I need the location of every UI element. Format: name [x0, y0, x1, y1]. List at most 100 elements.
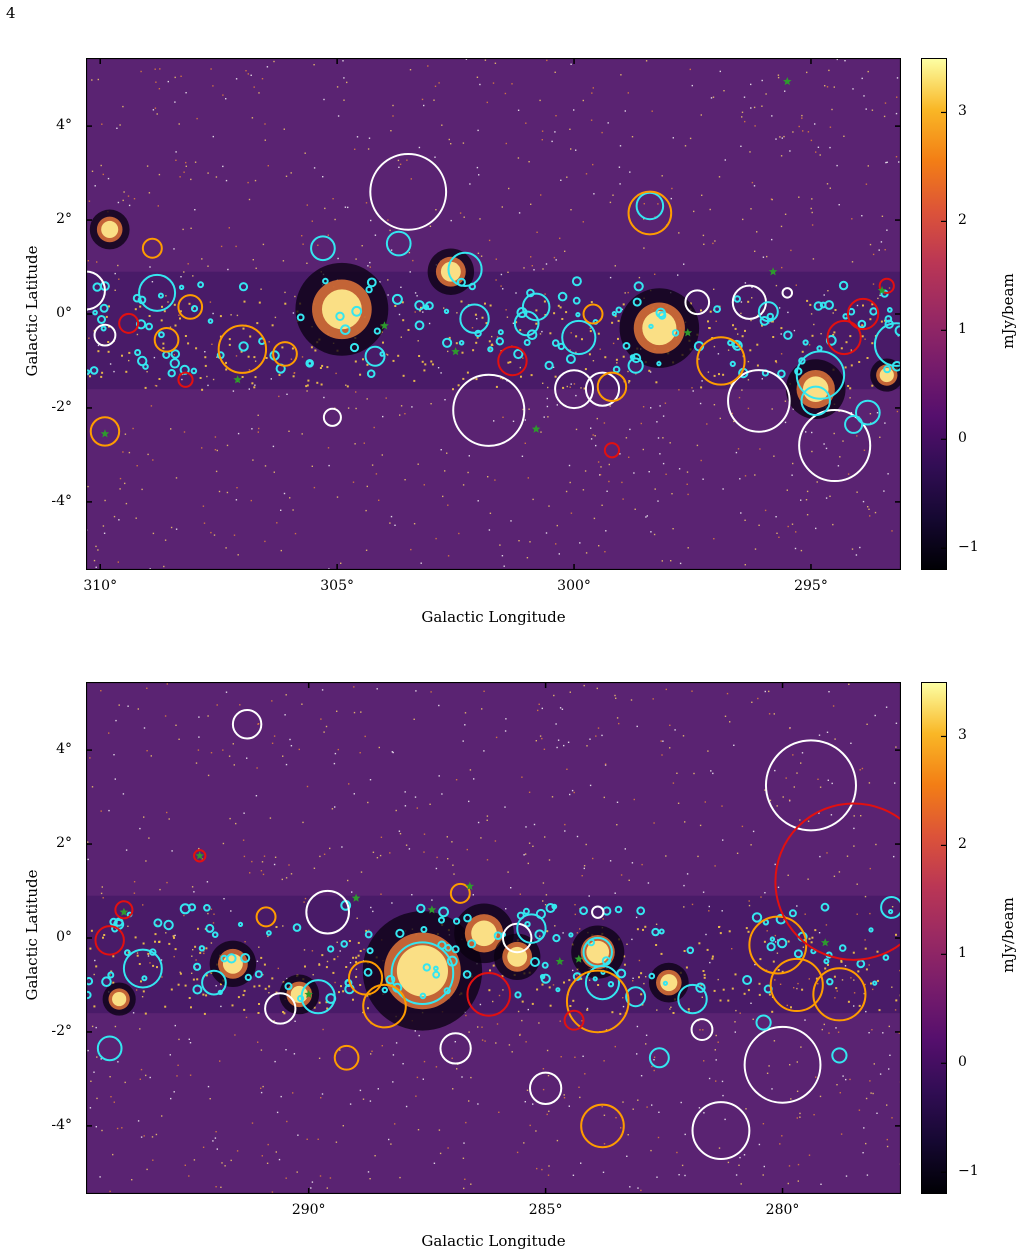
point-source [836, 164, 838, 167]
x-tick-label: 305° [320, 578, 354, 594]
point-source [504, 92, 507, 95]
point-source [659, 405, 661, 407]
region-circle [764, 739, 857, 832]
point-source [730, 383, 733, 386]
point-source [815, 977, 818, 980]
point-source [722, 839, 724, 841]
hii-region-small [157, 292, 164, 299]
point-source [521, 1000, 524, 1003]
hii-region-small [695, 982, 706, 993]
point-source [799, 1112, 801, 1115]
point-source [414, 311, 416, 313]
point-source [255, 267, 257, 269]
point-source [465, 1121, 467, 1124]
point-source [148, 192, 151, 194]
point-source [94, 185, 96, 187]
point-source [535, 740, 537, 742]
point-source [173, 248, 175, 250]
point-source [512, 322, 515, 324]
hii-region-small [813, 301, 824, 311]
hii-region-small [322, 277, 329, 285]
region-circle [138, 273, 177, 312]
region-circle [528, 1071, 563, 1105]
point-source [216, 1148, 218, 1150]
point-source [849, 397, 851, 399]
point-source [336, 86, 339, 88]
point-source [452, 864, 454, 866]
point-source [828, 691, 830, 693]
point-source [704, 801, 706, 803]
point-source [254, 384, 256, 386]
point-source [349, 962, 352, 964]
point-source [398, 313, 401, 316]
point-source [89, 1107, 92, 1109]
point-source [837, 1031, 840, 1033]
point-source [772, 336, 775, 338]
point-source [894, 782, 896, 784]
point-source [787, 525, 789, 528]
point-source [636, 1053, 638, 1055]
point-source [691, 690, 693, 692]
region-circle [582, 303, 604, 325]
point-source [530, 256, 532, 258]
point-source [95, 545, 97, 548]
point-source [117, 201, 120, 204]
point-source [207, 715, 209, 717]
point-source [842, 440, 844, 442]
point-source [705, 933, 707, 936]
point-source [319, 1175, 322, 1177]
point-source [648, 471, 650, 473]
point-source [205, 974, 208, 977]
point-source [170, 526, 173, 529]
point-source [738, 1164, 740, 1166]
point-source [357, 954, 360, 957]
point-source [468, 455, 470, 457]
region-circle [757, 301, 779, 323]
point-source [895, 722, 898, 724]
point-source [175, 151, 177, 153]
point-source [779, 1143, 781, 1145]
point-source [766, 255, 768, 258]
emission-core [440, 261, 461, 282]
point-source [261, 1155, 263, 1157]
point-source [481, 1039, 484, 1041]
point-source [620, 874, 623, 876]
point-source [566, 385, 568, 388]
point-source [450, 219, 452, 222]
hii-region-small [568, 932, 574, 938]
point-source [703, 243, 705, 245]
point-source [355, 961, 358, 964]
point-source [636, 725, 638, 728]
point-source [878, 249, 880, 251]
point-source [556, 746, 558, 749]
point-source [147, 952, 150, 955]
point-source [379, 281, 381, 283]
point-source [292, 1092, 294, 1094]
point-source [836, 1084, 838, 1086]
point-source [519, 366, 521, 369]
point-source [215, 985, 217, 987]
point-source [774, 934, 776, 937]
point-source [568, 979, 571, 982]
point-source [801, 114, 803, 117]
point-source [369, 266, 371, 268]
point-source [378, 499, 380, 501]
point-source [548, 1165, 550, 1167]
point-source [347, 879, 349, 882]
hii-region-small [419, 992, 427, 1000]
point-source [824, 85, 826, 87]
point-source [658, 1111, 660, 1113]
emission-core [471, 920, 497, 947]
region-circle [300, 979, 336, 1015]
point-source [852, 951, 855, 954]
point-source [736, 852, 739, 854]
point-source [520, 375, 522, 378]
point-source [416, 1076, 419, 1079]
point-source [766, 930, 768, 932]
point-source [697, 855, 699, 858]
point-source [539, 99, 541, 102]
point-source [431, 899, 433, 901]
point-source [708, 905, 710, 908]
point-source [252, 459, 254, 461]
hii-region-small [497, 329, 504, 336]
